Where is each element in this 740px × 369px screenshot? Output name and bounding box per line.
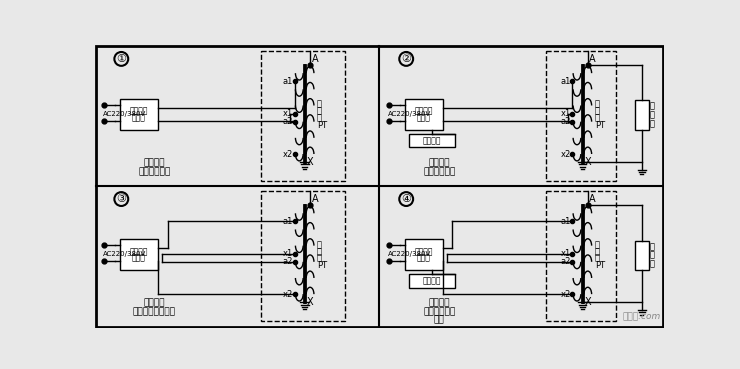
Text: 试: 试	[595, 107, 599, 116]
Circle shape	[115, 192, 128, 206]
Text: x2: x2	[561, 149, 571, 159]
Text: 品: 品	[317, 114, 322, 123]
Text: 无分压器: 无分压器	[144, 299, 165, 307]
Bar	[261, 51, 345, 181]
Text: 品: 品	[317, 254, 322, 263]
Circle shape	[400, 192, 413, 206]
Text: 有分压器: 有分压器	[428, 299, 450, 307]
Text: a2: a2	[283, 117, 293, 126]
Text: 试验仪: 试验仪	[417, 254, 431, 263]
Text: 压: 压	[650, 251, 654, 260]
Bar	[261, 192, 345, 321]
Text: 被: 被	[317, 100, 322, 109]
Text: 分: 分	[650, 102, 654, 111]
Text: A: A	[589, 54, 596, 63]
Bar	[546, 192, 616, 321]
Text: ①: ①	[116, 54, 127, 64]
Circle shape	[115, 52, 128, 66]
Text: 品: 品	[595, 254, 599, 263]
Text: a1: a1	[560, 77, 571, 86]
Text: 二次绕组加压: 二次绕组加压	[423, 168, 455, 177]
Bar	[635, 100, 649, 130]
Bar	[635, 241, 649, 270]
Text: 加压: 加压	[434, 315, 445, 324]
Text: x1: x1	[561, 249, 571, 258]
Text: A: A	[312, 194, 318, 204]
Text: 感应耐压: 感应耐压	[130, 107, 148, 116]
Text: 感应耐压: 感应耐压	[130, 247, 148, 256]
Text: a2: a2	[283, 257, 293, 266]
Text: ②: ②	[401, 54, 411, 64]
Text: PT: PT	[317, 261, 327, 270]
Text: AC220/380V: AC220/380V	[388, 251, 431, 257]
Text: 试: 试	[317, 107, 322, 116]
Bar	[120, 239, 158, 270]
Text: ④: ④	[401, 194, 411, 204]
Text: a1: a1	[560, 217, 571, 226]
Text: 被: 被	[595, 240, 599, 249]
Text: PT: PT	[317, 121, 327, 130]
Bar	[405, 239, 443, 270]
Text: AC220/380V: AC220/380V	[103, 251, 146, 257]
Text: 二次绕组加压: 二次绕组加压	[138, 168, 170, 177]
Text: 试: 试	[595, 247, 599, 256]
Text: x1: x1	[561, 109, 571, 118]
Text: 楼梯图.com: 楼梯图.com	[622, 313, 660, 321]
Text: 压: 压	[650, 111, 654, 120]
Text: PT: PT	[595, 261, 605, 270]
Text: x1: x1	[283, 249, 293, 258]
Text: AC220/380V: AC220/380V	[103, 111, 146, 117]
Bar	[408, 274, 454, 287]
Text: x1: x1	[283, 109, 293, 118]
Text: 感应耐压: 感应耐压	[414, 247, 433, 256]
Text: X: X	[585, 297, 591, 307]
Text: 有分压器: 有分压器	[428, 158, 450, 168]
Text: 试验仪: 试验仪	[132, 254, 146, 263]
Text: a2: a2	[560, 257, 571, 266]
Text: A: A	[589, 194, 596, 204]
Text: 高压测量: 高压测量	[423, 276, 441, 285]
Circle shape	[400, 52, 413, 66]
Text: 被: 被	[317, 240, 322, 249]
Text: 被: 被	[595, 100, 599, 109]
Text: AC220/380V: AC220/380V	[388, 111, 431, 117]
Text: a1: a1	[283, 77, 293, 86]
Text: 感应耐压: 感应耐压	[414, 107, 433, 116]
Bar	[546, 51, 616, 181]
Text: 二次绕组串联加压: 二次绕组串联加压	[133, 308, 176, 317]
Text: PT: PT	[595, 121, 605, 130]
Bar	[408, 134, 454, 148]
Text: X: X	[307, 157, 314, 167]
Text: 试验仪: 试验仪	[132, 114, 146, 123]
Text: x2: x2	[283, 149, 293, 159]
Text: 品: 品	[595, 114, 599, 123]
Text: x2: x2	[561, 290, 571, 299]
Text: X: X	[585, 157, 591, 167]
Text: 分: 分	[650, 242, 654, 251]
Text: A: A	[312, 54, 318, 63]
Bar	[120, 99, 158, 130]
Text: 无分压器: 无分压器	[144, 158, 165, 168]
Text: 器: 器	[650, 259, 654, 269]
Text: 高压测量: 高压测量	[423, 136, 441, 145]
Text: 试: 试	[317, 247, 322, 256]
Bar	[405, 99, 443, 130]
Text: a1: a1	[283, 217, 293, 226]
Text: 二次绕组串联: 二次绕组串联	[423, 308, 455, 317]
Text: 器: 器	[650, 120, 654, 128]
Text: a2: a2	[560, 117, 571, 126]
Text: 试验仪: 试验仪	[417, 114, 431, 123]
Text: x2: x2	[283, 290, 293, 299]
Text: ③: ③	[116, 194, 127, 204]
Text: X: X	[307, 297, 314, 307]
